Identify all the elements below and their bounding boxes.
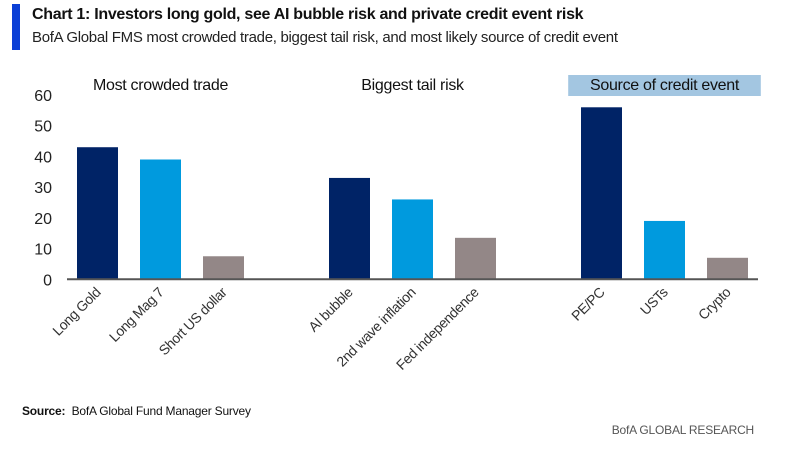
chart-subtitle: BofA Global FMS most crowded trade, bigg… (32, 29, 618, 46)
title-accent-bar (12, 4, 20, 50)
y-tick-label: 30 (34, 180, 52, 197)
x-tick-label: AI bubble (305, 284, 356, 335)
x-tick-label: Long Mag 7 (106, 284, 167, 345)
x-tick-label: PE/PC (568, 284, 608, 324)
source-text: BofA Global Fund Manager Survey (71, 404, 251, 418)
source-note: Source: BofA Global Fund Manager Survey (22, 404, 251, 418)
bar (203, 256, 244, 280)
y-tick-label: 0 (43, 272, 52, 289)
group-header: Most crowded trade (93, 77, 229, 94)
x-tick-label: USTs (637, 284, 671, 318)
bar (329, 177, 370, 280)
bar (77, 147, 118, 280)
group-header: Source of credit event (590, 77, 740, 94)
y-tick-label: 60 (34, 88, 52, 105)
source-label: Source: (22, 404, 66, 418)
group-header-highlight (568, 75, 761, 96)
brand-label: BofA GLOBAL RESEARCH (611, 423, 754, 437)
x-tick-label: Short US dollar (155, 284, 230, 359)
bar (644, 220, 685, 280)
bar (392, 199, 433, 280)
bar (581, 107, 622, 280)
y-tick-label: 10 (34, 242, 52, 259)
y-tick-label: 50 (34, 119, 52, 136)
bar (455, 237, 496, 280)
bar (707, 257, 748, 280)
chart-title: Chart 1: Investors long gold, see AI bub… (32, 6, 584, 23)
x-tick-label: Crypto (695, 284, 734, 323)
group-header: Biggest tail risk (361, 77, 465, 94)
y-tick-label: 40 (34, 149, 52, 166)
bar (140, 159, 181, 280)
bar-chart: 0 10 20 30 40 50 60 Most crowded trade Long Gold… (34, 75, 761, 373)
x-tick-label: Long Gold (49, 284, 103, 338)
y-tick-label: 20 (34, 211, 52, 228)
